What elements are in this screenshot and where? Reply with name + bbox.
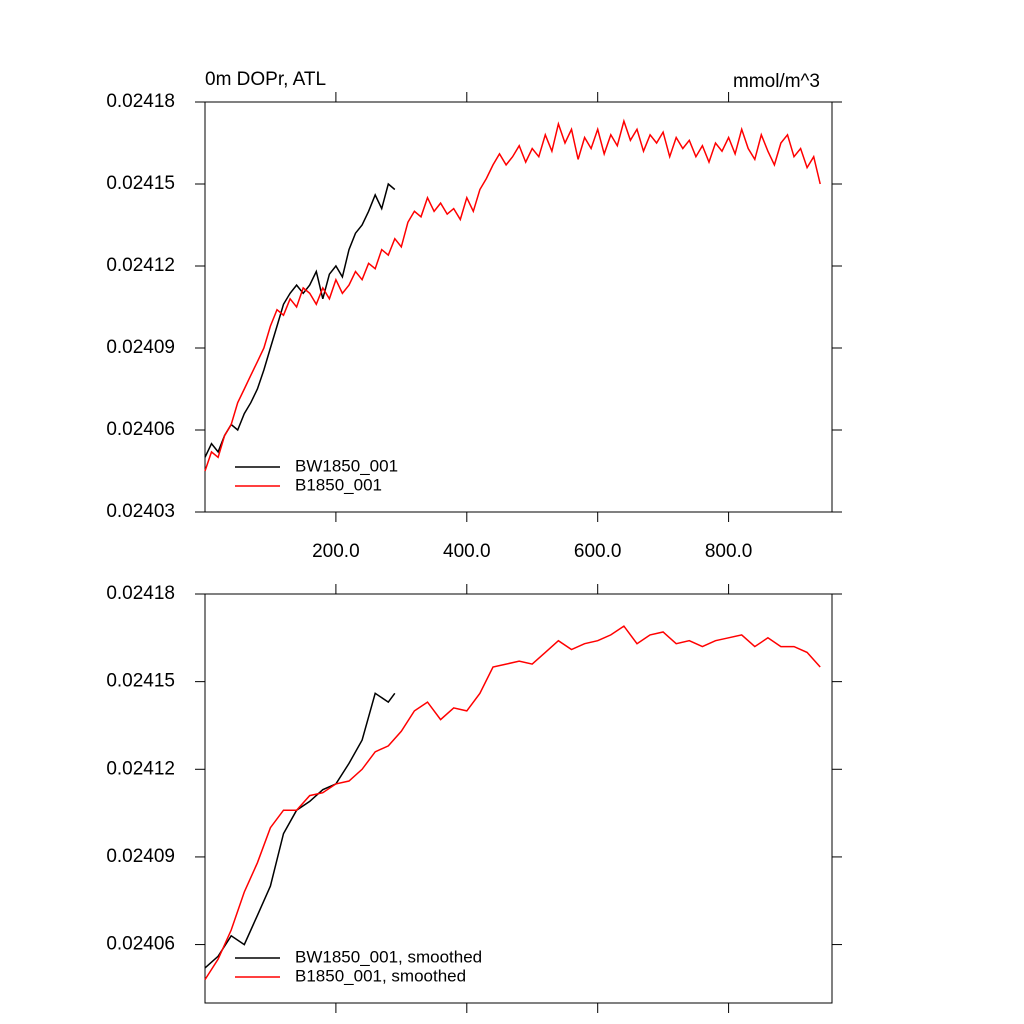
y-tick-label: 0.02406 — [106, 419, 175, 440]
series-line — [204, 625, 821, 981]
y-tick-label: 0.02409 — [106, 846, 175, 867]
units-label: mmol/m^3 — [733, 71, 820, 92]
y-tick-label: 0.02415 — [106, 173, 175, 194]
y-tick-label: 0.02403 — [106, 501, 175, 522]
series-line — [204, 692, 396, 969]
chart-title: 0m DOPr, ATL — [205, 69, 326, 90]
x-tick-label: 200.0 — [312, 541, 360, 562]
y-tick-label: 0.02412 — [106, 255, 175, 276]
x-tick-label: 400.0 — [443, 541, 491, 562]
legend-label: B1850_001 — [295, 475, 382, 494]
y-tick-label: 0.02415 — [106, 671, 175, 692]
legend-label: BW1850_001 — [295, 456, 398, 475]
legend-label: B1850_001, smoothed — [295, 966, 466, 985]
x-tick-label: 800.0 — [705, 541, 753, 562]
y-tick-label: 0.02412 — [106, 758, 175, 779]
x-tick-label: 600.0 — [574, 541, 622, 562]
plot-frame — [204, 593, 833, 1004]
series-line — [204, 182, 396, 458]
y-tick-label: 0.02409 — [106, 337, 175, 358]
plot-frame — [204, 101, 833, 513]
legend-label: BW1850_001, smoothed — [295, 947, 482, 966]
y-tick-label: 0.02418 — [106, 91, 175, 112]
y-tick-label: 0.02418 — [106, 583, 175, 604]
series-line — [204, 118, 821, 472]
y-tick-label: 0.02406 — [106, 934, 175, 955]
